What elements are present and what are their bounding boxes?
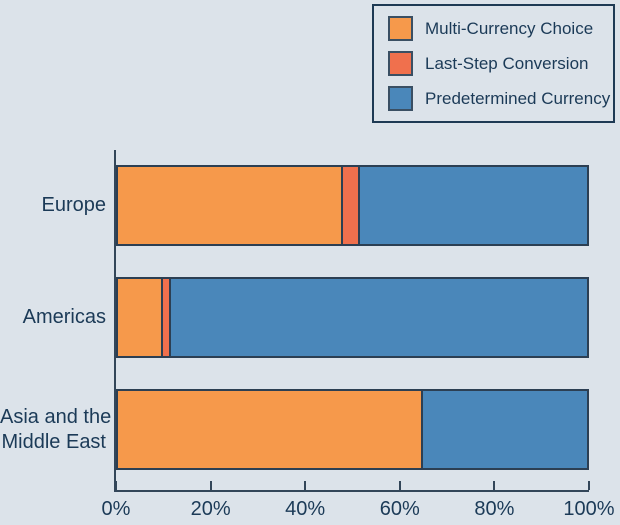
legend-swatch-multi-currency <box>388 16 413 41</box>
bar-segment <box>116 277 164 358</box>
category-label-europe: Europe <box>0 165 107 246</box>
category-label-line: Middle East <box>1 430 107 453</box>
legend-item: Last-Step Conversion <box>388 51 613 76</box>
bar-segment <box>116 165 344 246</box>
x-axis: 0% 20% 40% 60% 80% 100% <box>102 150 615 520</box>
bar-track <box>116 277 589 358</box>
x-axis-tick-label: 40% <box>285 498 326 520</box>
x-axis-tick-label: 80% <box>474 498 515 520</box>
bar-segment <box>421 389 589 470</box>
x-axis-tick <box>588 481 590 490</box>
x-axis-tick <box>209 481 212 490</box>
x-axis-tick <box>398 481 401 490</box>
legend-swatch-predetermined <box>388 86 413 111</box>
bar-segment <box>116 389 424 470</box>
category-label-asia-middle-east: Asia and the Middle East <box>0 389 112 470</box>
x-axis-tick-label: 20% <box>190 498 231 520</box>
legend-label: Predetermined Currency <box>425 88 611 108</box>
plot-area: 0% 20% 40% 60% 80% 100% <box>102 150 615 520</box>
x-axis-tick-label: 100% <box>563 498 615 520</box>
x-axis-tick-label: 0% <box>101 498 131 520</box>
legend: Multi-Currency Choice Last-Step Conversi… <box>372 4 615 123</box>
x-axis-tick <box>493 481 496 490</box>
legend-item: Predetermined Currency <box>388 86 613 111</box>
x-axis-tick-label: 60% <box>379 498 420 520</box>
legend-label: Multi-Currency Choice <box>425 18 594 38</box>
legend-swatch-last-step <box>388 51 413 76</box>
x-axis-tick <box>115 481 117 490</box>
bar-segment <box>168 277 589 358</box>
bar-segment <box>357 165 589 246</box>
bar-track <box>116 389 589 470</box>
category-label-line: Asia and the <box>0 405 112 428</box>
category-label-americas: Americas <box>0 277 106 358</box>
legend-item: Multi-Currency Choice <box>388 16 613 41</box>
legend-label: Last-Step Conversion <box>425 53 589 73</box>
x-axis-tick <box>304 481 307 490</box>
category-label-line: Europe <box>41 194 107 216</box>
category-label-line: Americas <box>22 306 106 328</box>
bar-track <box>116 165 589 246</box>
